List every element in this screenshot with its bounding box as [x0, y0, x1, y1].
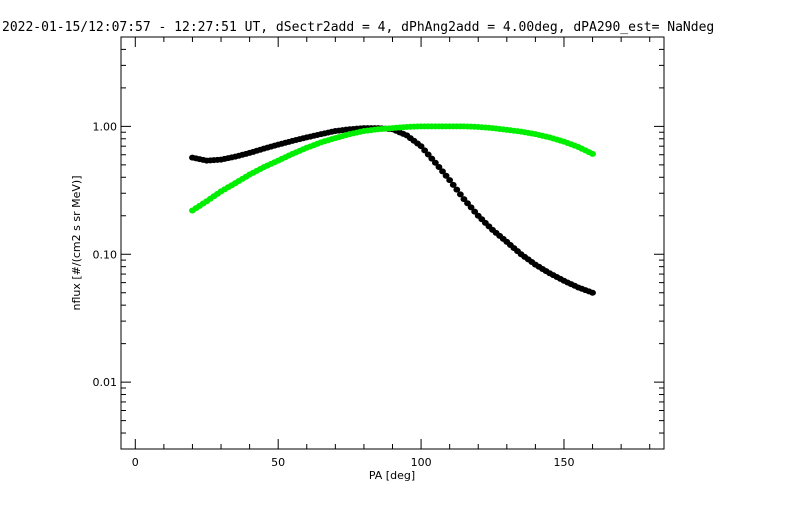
- y-axis-label: nflux [#/(cm2 s sr MeV)]: [70, 176, 83, 311]
- chart-title: 2022-01-15/12:07:57 - 12:27:51 UT, dSect…: [2, 20, 714, 35]
- data-point: [456, 191, 464, 198]
- y-tick-label: 1.00: [93, 120, 118, 133]
- data-point: [589, 289, 596, 296]
- data-point: [467, 204, 475, 211]
- series-0: [189, 125, 596, 296]
- data-layer: [189, 123, 596, 296]
- data-point: [460, 196, 468, 203]
- x-tick-label: 50: [271, 456, 285, 469]
- axis-ticks: 0 50 100 150 0.01 0.10 1.00: [93, 36, 664, 469]
- data-point: [424, 151, 432, 158]
- data-point: [464, 200, 471, 207]
- data-point: [435, 164, 443, 171]
- data-point: [449, 181, 457, 188]
- data-point: [589, 150, 596, 157]
- data-point: [471, 208, 479, 215]
- y-tick-label: 0.10: [93, 248, 118, 261]
- plot-frame: [120, 36, 665, 450]
- data-point: [442, 172, 450, 179]
- data-point: [431, 159, 439, 166]
- x-tick-label: 100: [411, 456, 432, 469]
- x-axis-label: PA [deg]: [369, 469, 415, 482]
- data-point: [439, 168, 446, 175]
- x-tick-label: 0: [132, 456, 139, 469]
- series-1: [189, 123, 596, 214]
- data-point: [421, 147, 429, 154]
- data-point: [453, 186, 461, 193]
- x-tick-label: 150: [553, 456, 574, 469]
- data-point: [446, 177, 454, 184]
- y-tick-label: 0.01: [93, 376, 118, 389]
- data-point: [428, 155, 436, 162]
- data-point: [417, 143, 425, 150]
